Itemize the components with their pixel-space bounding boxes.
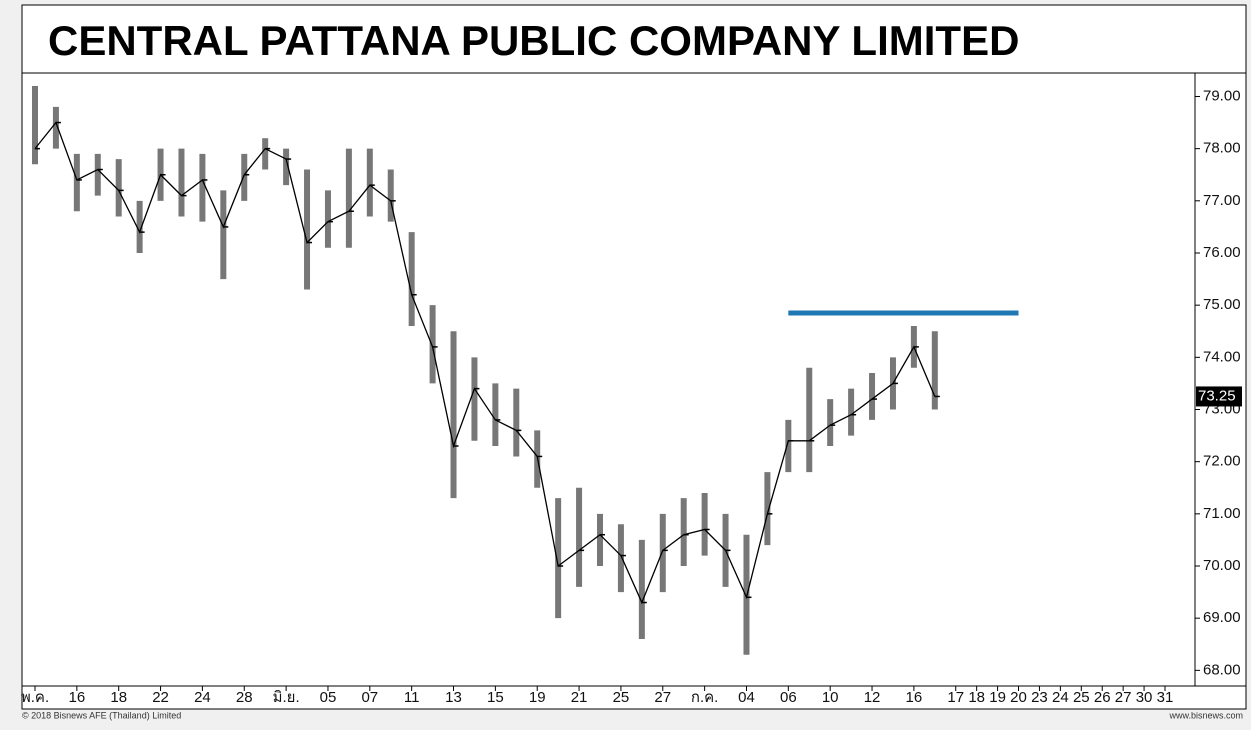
x-tick-label: 19 (529, 689, 546, 706)
x-tick-label: 25 (613, 689, 630, 706)
panel (21, 4, 1247, 710)
y-tick-label: 70.00 (1203, 557, 1241, 574)
x-tick-label: 30 (1136, 689, 1153, 706)
website: www.bisnews.com (1168, 710, 1243, 720)
x-tick-label: พ.ค. (21, 689, 49, 706)
y-tick-label: 69.00 (1203, 609, 1241, 626)
x-tick-label: 28 (236, 689, 253, 706)
x-tick-label: 27 (1115, 689, 1132, 706)
x-tick-label: 24 (1052, 689, 1069, 706)
x-tick-label: 22 (152, 689, 169, 706)
x-tick-label: 25 (1073, 689, 1090, 706)
last-value-label: 73.25 (1198, 387, 1236, 404)
x-tick-label: 16 (69, 689, 86, 706)
x-tick-label: 06 (780, 689, 797, 706)
close-line (34, 121, 936, 605)
x-tick-label: 24 (194, 689, 211, 706)
x-tick-label: 04 (738, 689, 755, 706)
copyright: © 2018 Bisnews AFE (Thailand) Limited (22, 710, 181, 720)
y-tick-label: 77.00 (1203, 192, 1241, 209)
y-tick-label: 72.00 (1203, 453, 1241, 470)
x-tick-label: 19 (989, 689, 1006, 706)
y-tick-label: 79.00 (1203, 87, 1241, 104)
x-tick-label: 18 (968, 689, 985, 706)
x-tick-label: 15 (487, 689, 504, 706)
y-tick-label: 71.00 (1203, 505, 1241, 522)
x-tick-label: 17 (947, 689, 964, 706)
x-tick-label: 18 (110, 689, 127, 706)
y-tick-label: 68.00 (1203, 661, 1241, 678)
y-tick-label: 74.00 (1203, 348, 1241, 365)
x-tick-label: 12 (864, 689, 881, 706)
x-tick-label: 13 (445, 689, 462, 706)
x-tick-label: 16 (906, 689, 923, 706)
last-value-box (1196, 386, 1242, 407)
x-tick-label: 11 (404, 689, 420, 706)
chart-title: CENTRAL PATTANA PUBLIC COMPANY LIMITED (48, 17, 1019, 64)
x-tick-label: 10 (822, 689, 839, 706)
x-tick-label: 21 (571, 689, 588, 706)
x-tick-label: 23 (1031, 689, 1048, 706)
x-tick-label: มิ.ย. (273, 689, 300, 706)
x-tick-label: ก.ค. (691, 689, 718, 706)
y-tick-label: 76.00 (1203, 244, 1241, 261)
x-tick-label: 26 (1094, 689, 1111, 706)
x-tick-label: 05 (320, 689, 337, 706)
x-tick-label: 07 (361, 689, 378, 706)
y-tick-label: 75.00 (1203, 296, 1241, 313)
x-tick-label: 31 (1157, 689, 1174, 706)
y-tick-label: 78.00 (1203, 140, 1241, 157)
x-tick-label: 20 (1010, 689, 1027, 706)
x-tick-label: 27 (654, 689, 671, 706)
